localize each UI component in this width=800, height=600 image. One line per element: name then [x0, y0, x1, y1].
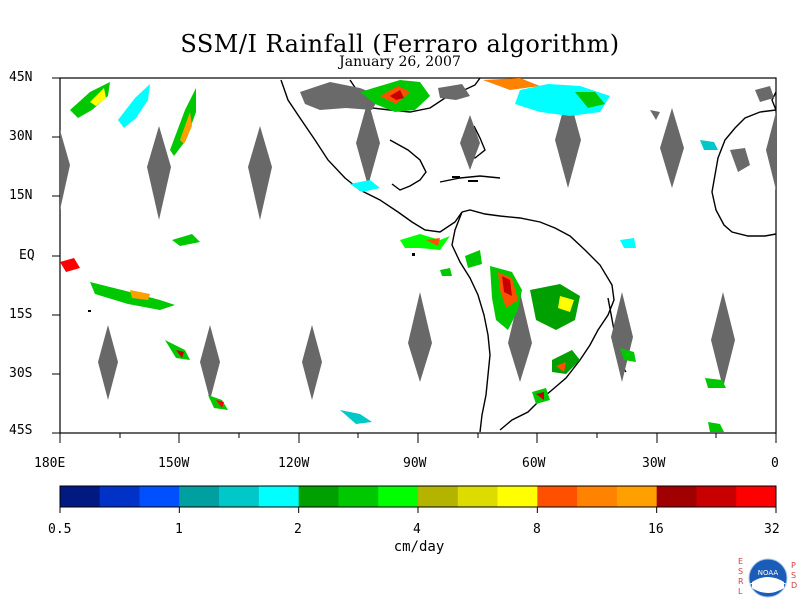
colorbar-tick-0-5: 0.5 — [48, 522, 72, 537]
colorbar-tick-32: 32 — [764, 522, 780, 537]
lat-label-15n: 15N — [9, 188, 33, 203]
colorbar-swatch — [577, 486, 618, 507]
colorbar-swatch — [656, 486, 697, 507]
logo-letter-d: D — [791, 581, 798, 590]
colorbar-tick-4: 4 — [413, 522, 421, 537]
colorbar-swatch — [60, 486, 101, 507]
colorbar-swatch — [139, 486, 180, 507]
colorbar-swatch — [219, 486, 260, 507]
lon-label-120w: 120W — [278, 456, 310, 471]
map-date: January 26, 2007 — [339, 54, 461, 70]
lon-label-30w: 30W — [642, 456, 666, 471]
noaa-text: NOAA — [758, 569, 779, 577]
colorbar-swatch — [378, 486, 419, 507]
colorbar-swatch — [99, 486, 141, 507]
lon-label-60w: 60W — [522, 456, 546, 471]
logo-letter-l: L — [738, 587, 743, 596]
colorbar-swatch — [418, 486, 459, 507]
colorbar-swatch — [696, 486, 737, 507]
lat-label-30n: 30N — [9, 129, 33, 144]
lon-label-150w: 150W — [158, 456, 190, 471]
lat-label-45s: 45S — [9, 423, 33, 438]
colorbar-swatch — [616, 486, 658, 507]
logo-letter-e: E — [738, 557, 744, 566]
lat-label-15s: 15S — [9, 307, 33, 322]
lat-label-45n: 45N — [9, 70, 33, 85]
logo-letter-p: P — [791, 561, 796, 570]
lat-label-30s: 30S — [9, 366, 33, 381]
colorbar — [59, 485, 777, 513]
colorbar-swatch — [179, 486, 220, 507]
colorbar-tick-1: 1 — [175, 522, 183, 537]
colorbar-swatch — [537, 486, 578, 507]
colorbar-unit: cm/day — [393, 539, 445, 555]
colorbar-swatch — [457, 486, 499, 507]
colorbar-swatch — [736, 486, 777, 507]
lon-label-0: 0 — [771, 456, 779, 471]
colorbar-swatch — [258, 486, 300, 507]
axis-ticks — [52, 77, 777, 443]
land-masking — [300, 82, 774, 172]
colorbar-swatch — [497, 486, 538, 507]
rain-areas — [60, 78, 726, 432]
noaa-emblem-icon: NOAA — [748, 558, 788, 598]
map-title: SSM/I Rainfall (Ferraro algorithm) — [180, 30, 620, 58]
colorbar-tick-2: 2 — [294, 522, 302, 537]
colorbar-swatch — [298, 486, 339, 507]
noaa-esrl-logo: E S R L NOAA P S D — [736, 555, 798, 599]
colorbar-swatch — [338, 486, 379, 507]
colorbar-tick-16: 16 — [648, 522, 664, 537]
logo-letter-r: R — [738, 577, 744, 586]
logo-letter-s: S — [738, 567, 744, 576]
lat-label-eq: EQ — [19, 248, 35, 263]
logo-letter-s2: S — [791, 571, 797, 580]
lon-label-180e: 180E — [34, 456, 66, 471]
colorbar-tick-8: 8 — [533, 522, 541, 537]
lon-label-90w: 90W — [403, 456, 427, 471]
